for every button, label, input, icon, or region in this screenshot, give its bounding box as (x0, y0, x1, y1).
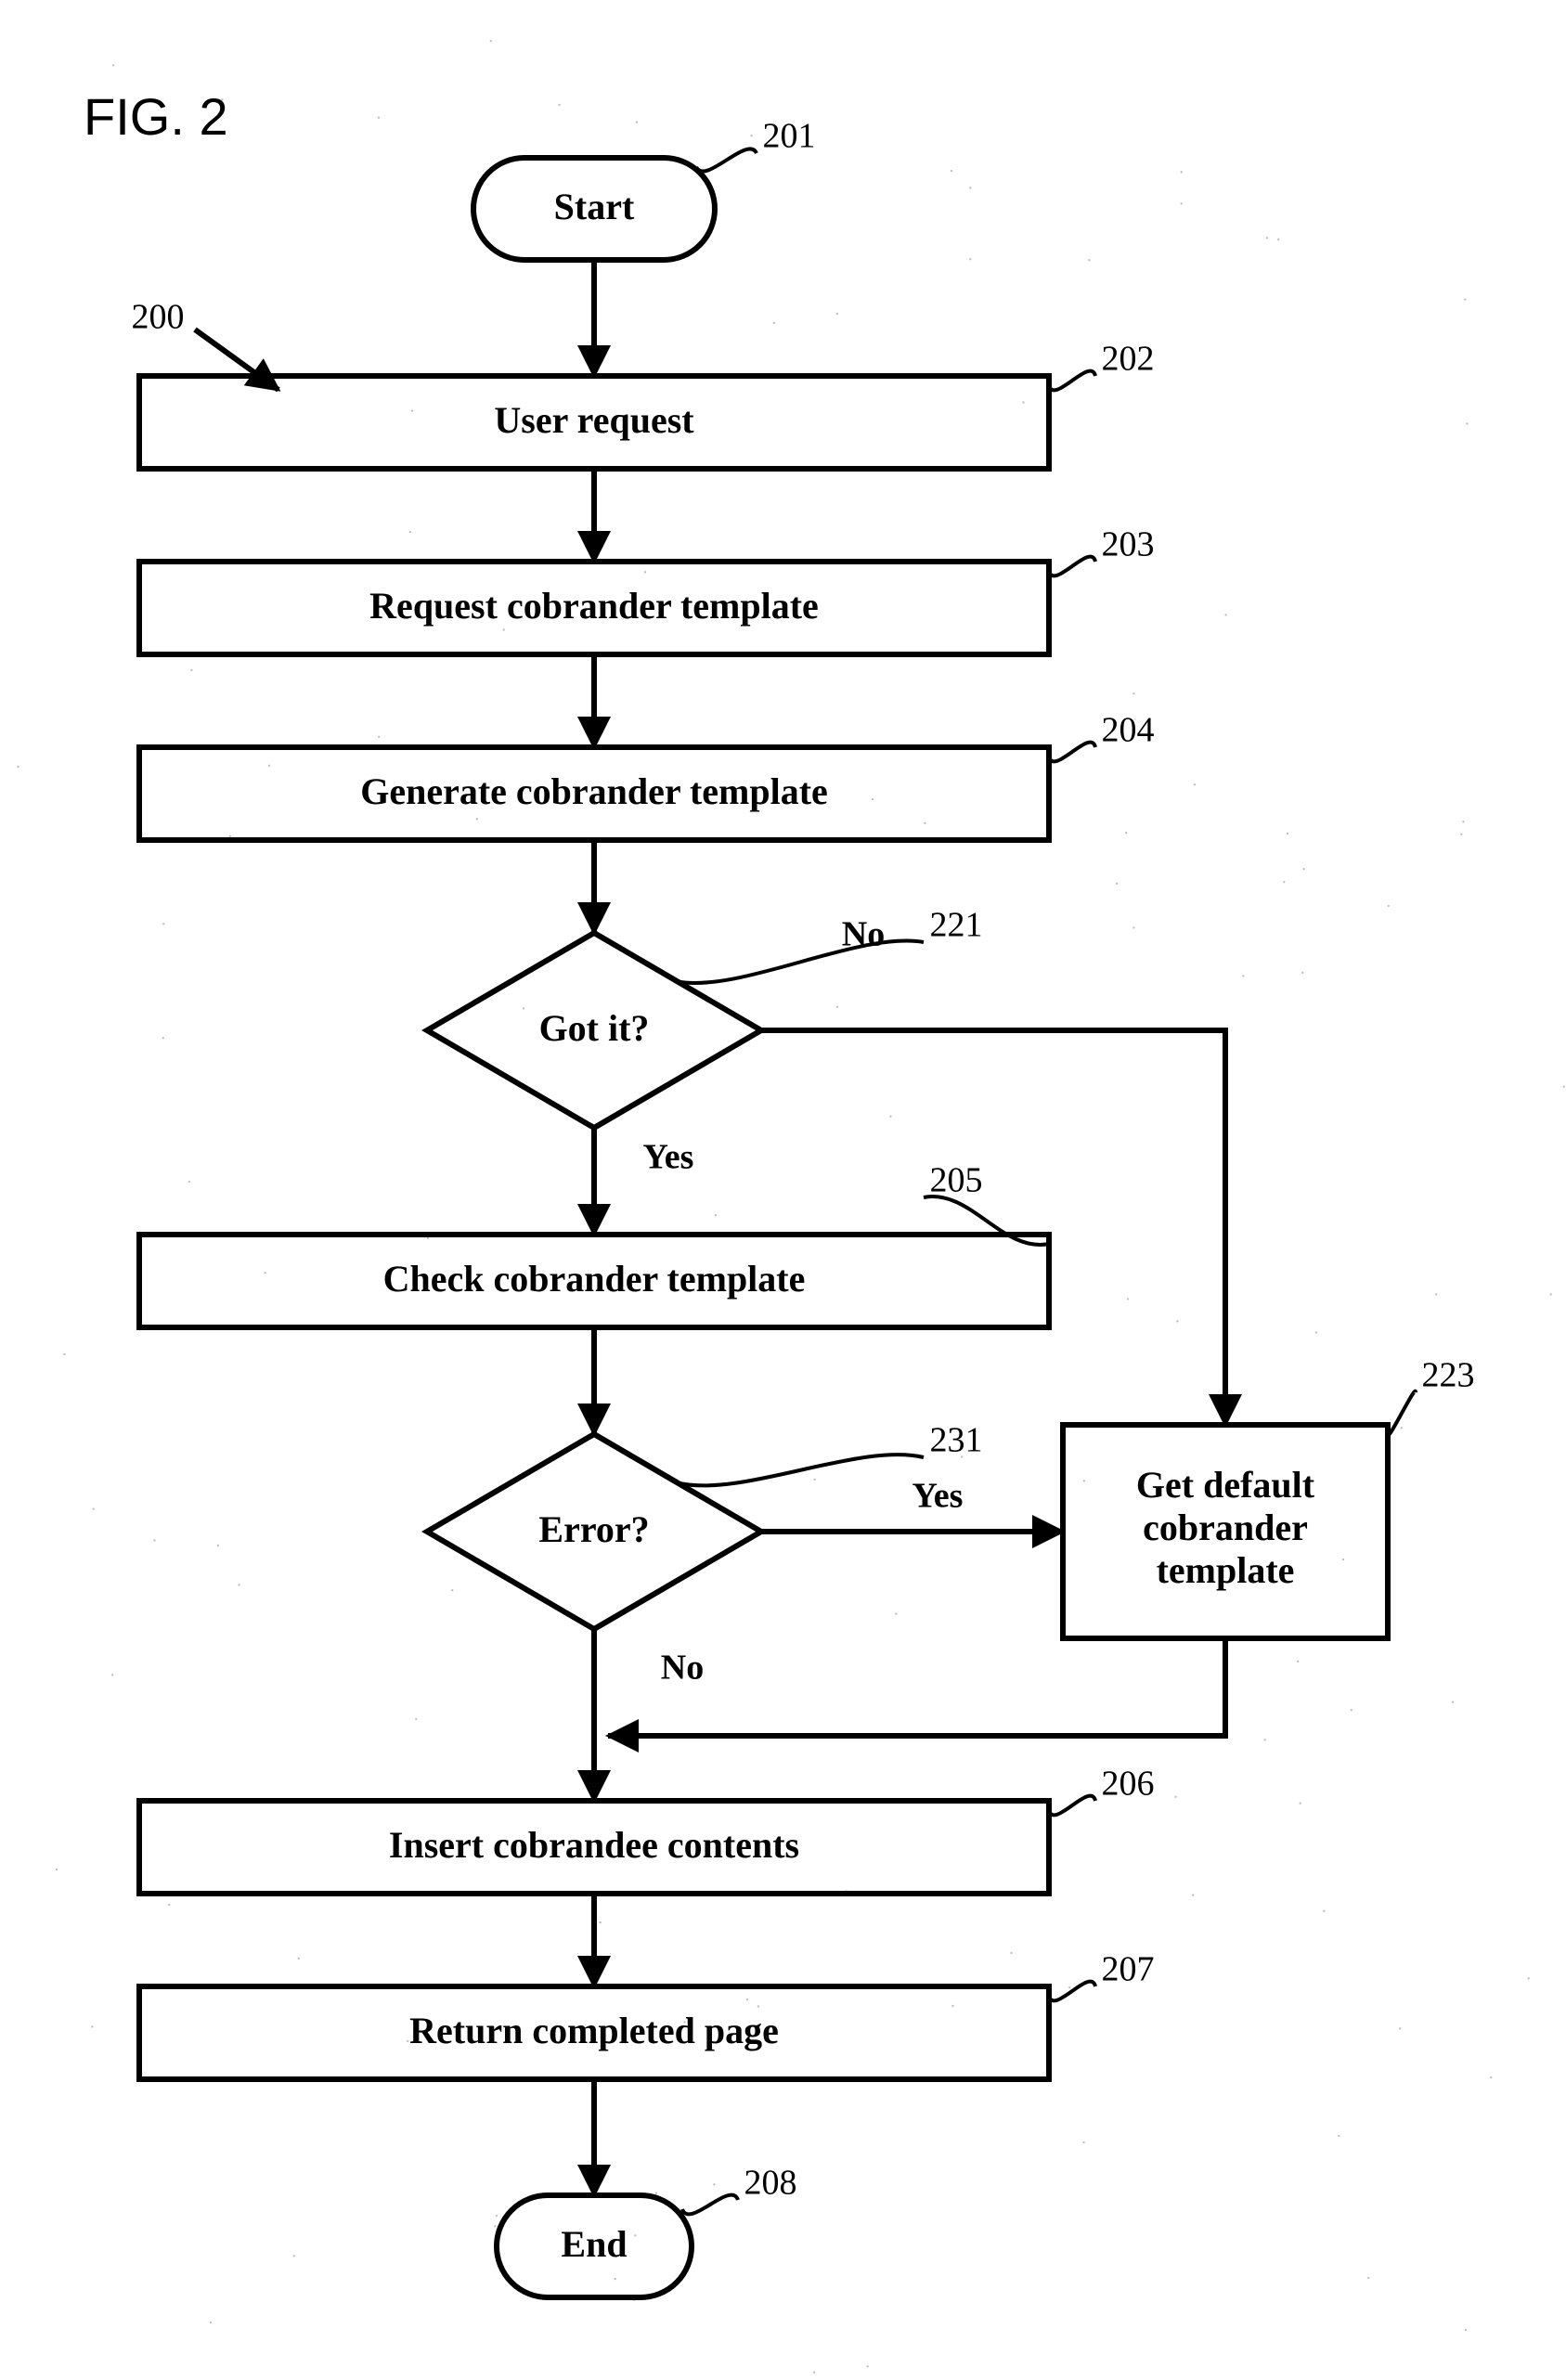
node-end-label: End (561, 2223, 627, 2265)
node-n206-label: Insert cobrandee contents (389, 1824, 799, 1866)
node-n205-label: Check cobrander template (383, 1258, 806, 1300)
edge-label-d2-n223: Yes (912, 1477, 964, 1516)
node-start: Start (473, 158, 715, 260)
leader-208 (682, 2195, 738, 2215)
leader-202 (1049, 371, 1095, 391)
leader-201 (696, 149, 757, 171)
ref-208: 208 (744, 2164, 797, 2203)
node-d1-label: Got it? (539, 1007, 650, 1049)
ref-223: 223 (1422, 1356, 1475, 1395)
flowchart-figure: FIG. 2 200 Start 201 User request 202 Request … (0, 0, 1566, 2380)
node-d2: Error? (427, 1434, 761, 1629)
node-n223-label-1: cobrander (1143, 1507, 1308, 1548)
node-n206: Insert cobrandee contents (139, 1801, 1049, 1894)
edge-label-d1-n205: Yes (643, 1138, 694, 1177)
node-n207-label: Return completed page (409, 2010, 779, 2051)
ref-202: 202 (1102, 340, 1155, 379)
node-n223: Get defaultcobrandertemplate (1063, 1425, 1388, 1638)
leader-221 (678, 940, 924, 983)
edge-label-d2-n206: No (661, 1649, 704, 1688)
node-n205: Check cobrander template (139, 1235, 1049, 1327)
node-end: End (497, 2195, 692, 2297)
ref-206: 206 (1102, 1765, 1155, 1804)
leader-204 (1049, 743, 1095, 762)
node-n223-label-0: Get default (1136, 1464, 1315, 1506)
figure-title: FIG. 2 (84, 87, 228, 146)
leader-206 (1049, 1796, 1095, 1816)
ref-207: 207 (1102, 1950, 1155, 1989)
pointer-arrow-200 (195, 330, 278, 390)
ref-201: 201 (763, 117, 816, 156)
node-n204: Generate cobrander template (139, 747, 1049, 840)
node-n223-label-2: template (1157, 1549, 1295, 1591)
leader-231 (678, 1455, 924, 1485)
leader-205 (924, 1196, 1049, 1245)
ref-231: 231 (930, 1421, 983, 1460)
leader-203 (1049, 557, 1095, 576)
ref-203: 203 (1102, 525, 1155, 564)
figure-ref-200: 200 (132, 298, 185, 337)
node-n207: Return completed page (139, 1986, 1049, 2079)
ref-204: 204 (1102, 711, 1155, 750)
node-n202-label: User request (494, 399, 694, 441)
ref-221: 221 (930, 906, 983, 945)
node-n203-label: Request cobrander template (369, 585, 819, 627)
node-n204-label: Generate cobrander template (360, 770, 828, 812)
leader-207 (1049, 1982, 1095, 2001)
node-d2-label: Error? (538, 1508, 649, 1550)
node-d1: Got it? (427, 933, 761, 1128)
ref-205: 205 (930, 1161, 983, 1200)
node-n203: Request cobrander template (139, 562, 1049, 654)
node-start-label: Start (554, 186, 635, 227)
edge-label-d1-n223: No (842, 915, 885, 954)
